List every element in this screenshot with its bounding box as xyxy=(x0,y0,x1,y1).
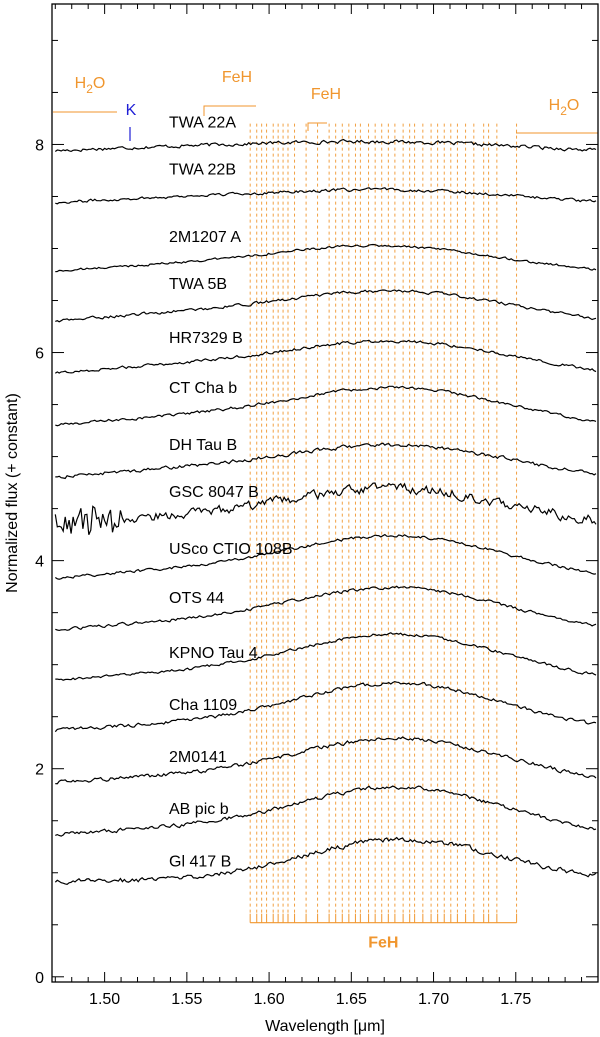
spectrum-line-12 xyxy=(54,680,597,733)
spectrum-label: TWA 22B xyxy=(169,161,236,178)
spectrum-line-1 xyxy=(54,138,597,153)
spectrum-label: OTS 44 xyxy=(169,590,224,607)
spectrum-line-5 xyxy=(54,339,597,374)
spectrum-label: DH Tau B xyxy=(169,437,237,454)
spectrum-label: 2M0141 xyxy=(169,749,227,766)
y-tick-label: 2 xyxy=(35,762,44,779)
spectrum-label: GSC 8047 B xyxy=(169,484,259,501)
feature-label-main: H xyxy=(549,97,561,114)
spectrum-label: Cha 1109 xyxy=(169,697,237,714)
spectrum-label: Gl 417 B xyxy=(169,853,231,870)
spectrum-line-3 xyxy=(55,243,597,273)
feature-label-main: K xyxy=(126,102,137,119)
feature-label-main: FeH xyxy=(222,69,252,86)
feature-label-tail: O xyxy=(567,97,579,114)
spectrum-label: CT Cha b xyxy=(169,380,237,397)
feature-label-sub: 2 xyxy=(560,104,567,118)
spectrum-label: HR7329 B xyxy=(169,330,243,347)
feature-label-h2o_right: H2O xyxy=(549,97,580,118)
feature-label-main: FeH xyxy=(311,86,341,103)
spectrum-label: TWA 5B xyxy=(169,276,227,293)
spectrum-label: KPNO Tau 4 xyxy=(169,645,258,662)
y-tick-label: 8 xyxy=(35,137,44,154)
spectrum-line-15 xyxy=(54,836,597,885)
spectrum-label: TWA 22A xyxy=(169,115,236,132)
x-axis-title: Wavelength [μm] xyxy=(265,1018,385,1035)
spectrum-line-11 xyxy=(55,632,597,681)
spectra-layer xyxy=(54,138,597,885)
feature-label-feh_1: FeH xyxy=(222,69,252,86)
feature-label-tail: O xyxy=(93,75,105,92)
x-tick-label: 1.60 xyxy=(254,991,285,1008)
y-tick-label: 6 xyxy=(35,346,44,363)
axes-layer: 1.50 1.55 1.60 1.65 1.70 1.75 0 2 4 6 8 xyxy=(35,4,599,1008)
x-tick-label: 1.50 xyxy=(89,991,120,1008)
feh-bar-label: FeH xyxy=(368,935,398,952)
x-tick-label: 1.65 xyxy=(336,991,367,1008)
spectrum-line-2 xyxy=(55,187,597,205)
feature-label-k_line: K xyxy=(126,102,137,119)
feature-label-feh_2: FeH xyxy=(311,86,341,103)
spectrum-line-9 xyxy=(54,533,597,580)
spectrum-line-4 xyxy=(55,289,597,323)
spectrum-line-7 xyxy=(55,442,597,480)
y-axis-title: Normalized flux (+ constant) xyxy=(4,393,21,593)
feature-label-sub: 2 xyxy=(86,82,93,96)
x-tick-label: 1.55 xyxy=(171,991,202,1008)
spectrum-line-13 xyxy=(55,736,597,785)
spectrum-label: USco CTIO 108B xyxy=(169,541,293,558)
spectrum-label: AB pic b xyxy=(169,801,229,818)
x-tick-label: 1.75 xyxy=(500,991,531,1008)
labels-layer: TWA 22A TWA 22B 2M1207 A TWA 5B HR7329 B CT C… xyxy=(169,115,293,871)
y-tick-label: 4 xyxy=(35,554,44,571)
x-tick-label: 1.70 xyxy=(418,991,449,1008)
feh-bracket-2 xyxy=(307,122,327,131)
feature-label-main: H xyxy=(75,75,87,92)
plot-frame xyxy=(51,3,599,983)
spectrum-line-14 xyxy=(55,785,597,837)
spectrum-label: 2M1207 A xyxy=(169,229,241,246)
y-tick-label: 0 xyxy=(35,970,44,987)
feature-label-h2o_left: H2O xyxy=(75,75,106,96)
feh-bracket-1 xyxy=(203,105,256,116)
feh-lines-layer: FeH xyxy=(249,123,518,952)
spectrum-line-6 xyxy=(55,385,597,427)
spectrum-line-10 xyxy=(55,585,597,632)
spectrum-line-8 xyxy=(54,482,597,535)
